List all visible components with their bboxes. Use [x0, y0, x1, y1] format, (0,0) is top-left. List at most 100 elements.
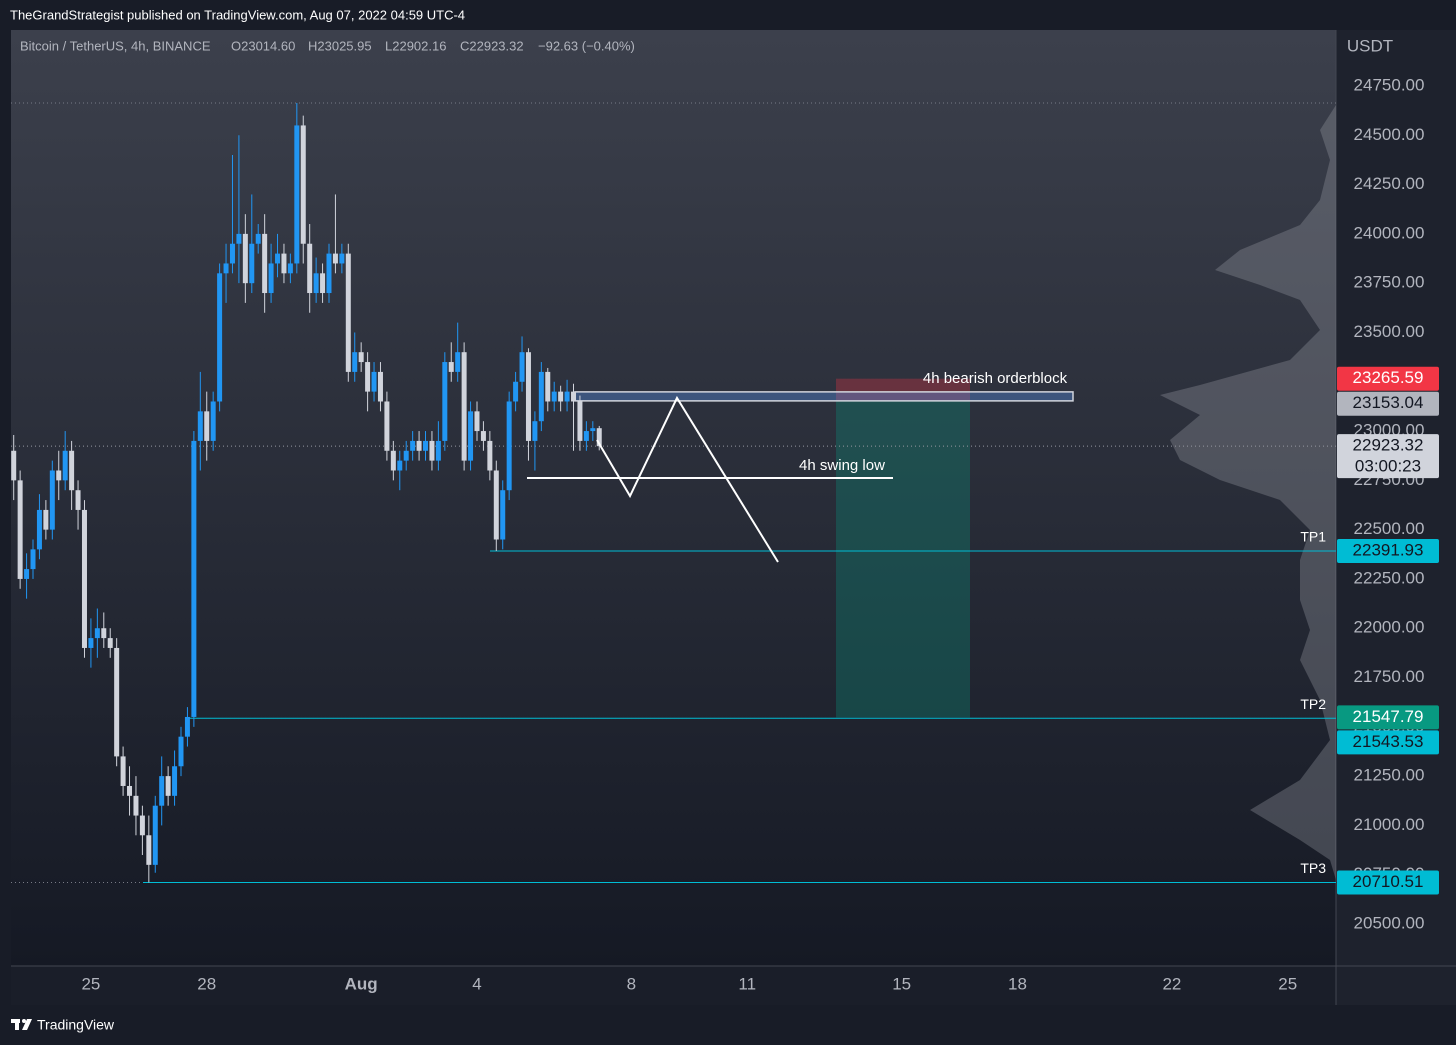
candle-body	[352, 352, 358, 372]
countdown: 03:00:23	[1355, 457, 1421, 476]
candle-body	[326, 253, 332, 294]
axis-labels: 20500.0020750.0021000.0021250.0021500.00…	[81, 75, 1439, 993]
candle-body	[165, 776, 171, 796]
candle-body	[358, 352, 364, 363]
candle-body	[423, 440, 429, 451]
candle-body	[377, 371, 383, 402]
y-tick-label: 21750.00	[1354, 667, 1425, 686]
price-label: 22391.93	[1353, 540, 1424, 559]
y-tick-label: 24500.00	[1354, 125, 1425, 144]
publisher: TheGrandStrategist published on TradingV…	[10, 7, 465, 22]
currency-label: USDT	[1347, 36, 1393, 55]
candle-body	[429, 440, 435, 461]
candle-body	[159, 776, 165, 806]
price-label-bg	[1337, 870, 1439, 895]
candle-body	[513, 381, 519, 402]
candle-body	[468, 411, 474, 461]
candle-body	[596, 428, 602, 447]
candle-body	[442, 362, 448, 441]
ohlc: C22923.32	[460, 38, 524, 53]
candle-body	[390, 450, 396, 471]
candle-body	[236, 233, 242, 244]
candle-body	[339, 253, 345, 264]
candle-body	[62, 450, 68, 481]
y-tick-label: 21250.00	[1354, 766, 1425, 785]
chart-pane	[11, 30, 1336, 966]
volume-profile	[1160, 105, 1336, 880]
y-tick-label: 23750.00	[1354, 273, 1425, 292]
annotation: 4h swing low	[799, 457, 885, 474]
candle-body	[448, 362, 454, 372]
candle-body	[249, 243, 255, 284]
candle-body	[294, 125, 300, 264]
ohlc: L22902.16	[385, 38, 446, 53]
candle-body	[525, 352, 531, 441]
candle-body	[24, 569, 30, 579]
candle-body	[332, 253, 338, 264]
candle-body	[178, 736, 184, 767]
candle-body	[345, 253, 351, 372]
ohlc: H23025.95	[308, 38, 372, 53]
candle-body	[384, 401, 390, 451]
candle-body	[371, 371, 377, 392]
candle-body	[43, 509, 49, 530]
candle-body	[519, 352, 525, 382]
candle-body	[210, 401, 216, 441]
candle-body	[487, 440, 493, 471]
candle-body	[120, 756, 126, 786]
price-label-bg	[1337, 730, 1439, 755]
candle-body	[320, 273, 326, 294]
candle-body	[11, 450, 17, 481]
candle-body	[403, 450, 409, 461]
candle-body	[81, 509, 87, 648]
price-label-bg	[1337, 434, 1439, 479]
target-label: TP2	[1300, 696, 1326, 712]
candle-body	[307, 243, 313, 294]
price-label-bg	[1337, 366, 1439, 391]
candle-body	[114, 647, 120, 757]
candle-body	[184, 716, 190, 737]
x-tick-label: Aug	[345, 974, 378, 993]
candle-body	[435, 440, 441, 461]
candle-body	[313, 273, 319, 294]
candle-body	[17, 480, 23, 579]
candle-body	[217, 273, 223, 402]
price-axis	[1336, 30, 1456, 1005]
candle-body	[204, 411, 210, 441]
target-label: TP3	[1300, 860, 1326, 876]
x-tick-label: 11	[738, 974, 756, 993]
candle-body	[493, 470, 499, 540]
candle-body	[480, 431, 486, 441]
plot: TP1 TP2 TP3	[11, 102, 1336, 883]
candle-body	[88, 638, 94, 648]
candle-body	[397, 460, 403, 471]
candle-body	[365, 362, 371, 392]
x-tick-label: 8	[627, 974, 636, 993]
brand-logo	[11, 1019, 32, 1030]
candle-body	[506, 401, 512, 491]
candle-body	[223, 263, 229, 274]
candle-body	[455, 352, 461, 372]
x-tick-label: 22	[1162, 974, 1181, 993]
candle-body	[287, 263, 293, 274]
price-label-bg	[1337, 391, 1439, 416]
x-tick-label: 18	[1008, 974, 1027, 993]
y-tick-label: 22000.00	[1354, 618, 1425, 637]
change: −92.63 (−0.40%)	[538, 38, 635, 53]
price-label: 21543.53	[1353, 732, 1424, 751]
x-tick-label: 28	[197, 974, 216, 993]
candle-body	[69, 450, 75, 491]
candle-body	[577, 401, 583, 441]
candle-body	[275, 253, 281, 264]
candle-body	[49, 470, 55, 530]
target-zone	[836, 400, 970, 718]
y-tick-label: 20500.00	[1354, 913, 1425, 932]
price-label: 23153.04	[1353, 393, 1424, 412]
annotation: 4h bearish orderblock	[923, 370, 1068, 387]
price-label: 22923.32	[1353, 436, 1424, 455]
candle-body	[558, 391, 564, 402]
candle-body	[242, 233, 248, 284]
candle-body	[281, 253, 287, 274]
